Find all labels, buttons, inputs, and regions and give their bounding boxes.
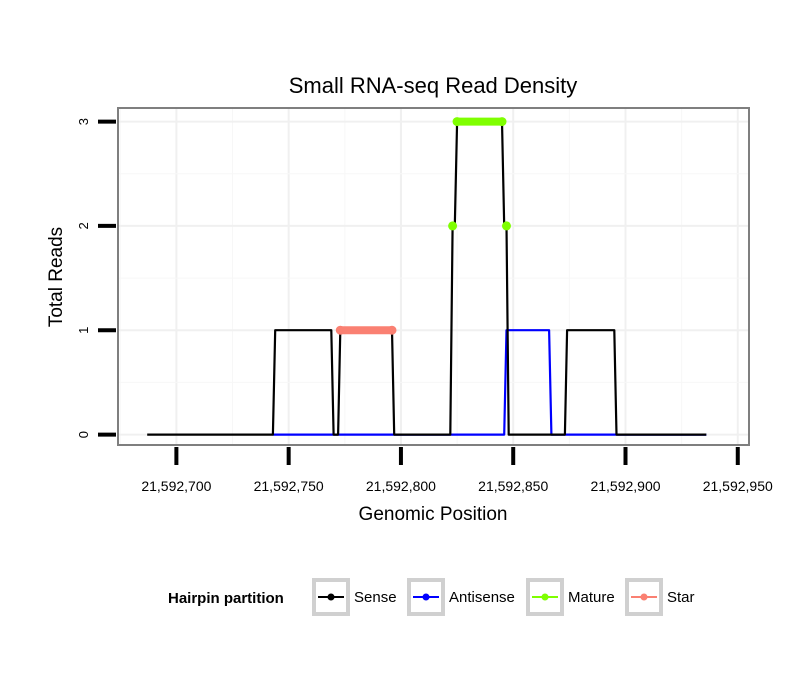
- x-axis-title: Genomic Position: [359, 504, 508, 525]
- legend-key-point-sense: [327, 593, 335, 601]
- x-tick-label: 21,592,950: [703, 478, 773, 494]
- axes: 21,592,700 21,592,750 21,592,800 21,592,850…: [76, 118, 773, 494]
- y-tick-label: 2: [76, 222, 91, 229]
- x-tick-label: 21,592,900: [590, 478, 660, 494]
- y-tick-label: 1: [76, 327, 91, 334]
- legend-label-sense: Sense: [354, 589, 397, 606]
- x-tick-label: 21,592,750: [254, 478, 324, 494]
- chart-title: Small RNA-seq Read Density: [289, 73, 578, 98]
- x-tick-label: 21,592,850: [478, 478, 548, 494]
- legend-label-star: Star: [667, 589, 695, 606]
- legend-label-antisense: Antisense: [449, 589, 515, 606]
- legend-label-mature: Mature: [568, 589, 615, 606]
- grid: [118, 108, 749, 445]
- y-tick-label: 3: [76, 118, 91, 125]
- x-tick-label: 21,592,700: [141, 478, 211, 494]
- legend: Hairpin partition Sense Antisense Mature St…: [168, 578, 695, 616]
- y-tick-label: 0: [76, 431, 91, 438]
- series-line-antisense: [272, 329, 707, 436]
- legend-title: Hairpin partition: [168, 590, 284, 607]
- plot-panel-border: [117, 107, 750, 446]
- legend-key-point-antisense: [422, 593, 430, 601]
- mature-point: [448, 221, 458, 231]
- mature-point: [501, 221, 511, 231]
- y-axis-title: Total Reads: [46, 227, 67, 327]
- legend-key-point-star: [640, 593, 648, 601]
- legend-key-point-mature: [541, 593, 549, 601]
- plot-series: [147, 117, 707, 436]
- x-tick-label: 21,592,800: [366, 478, 436, 494]
